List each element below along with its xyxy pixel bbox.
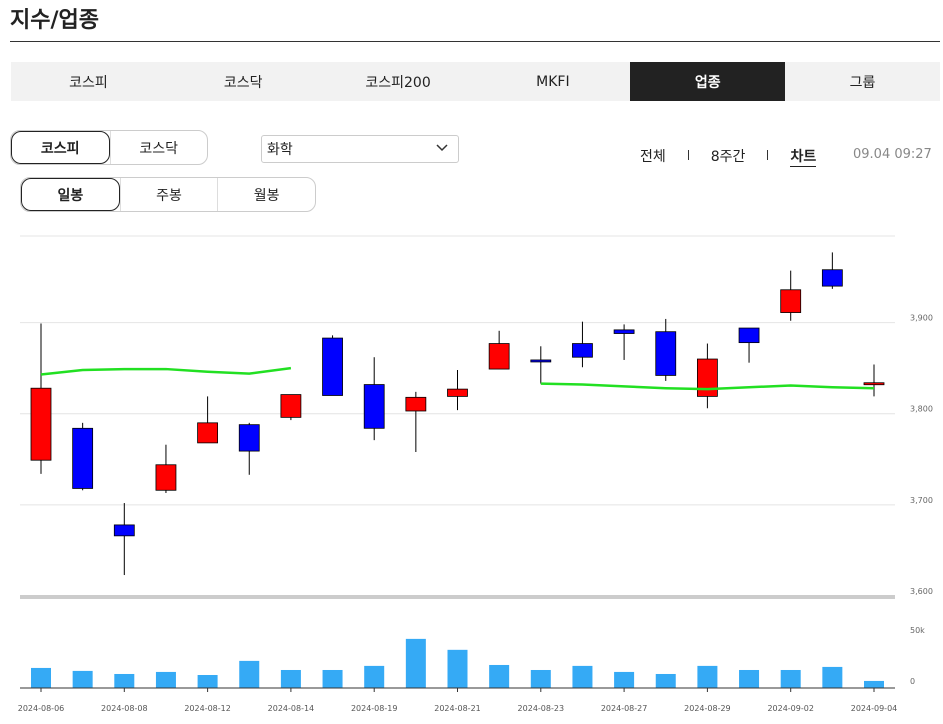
market-option[interactable]: 코스피 bbox=[11, 131, 110, 164]
volume-bar bbox=[155, 671, 176, 688]
volume-bar bbox=[114, 673, 135, 688]
volume-bar bbox=[31, 667, 51, 688]
volume-tick-label: 0 bbox=[910, 677, 915, 686]
volume-bar bbox=[447, 649, 468, 688]
volume-bar bbox=[530, 669, 551, 688]
volume-bar bbox=[572, 665, 593, 688]
candle-body bbox=[697, 358, 718, 397]
candle-body bbox=[780, 289, 802, 313]
x-tick-label: 2024-09-04 bbox=[851, 704, 898, 713]
period-link[interactable]: 차트 bbox=[790, 146, 817, 167]
volume-bar bbox=[239, 660, 260, 688]
candle-body bbox=[447, 388, 468, 397]
interval-option[interactable]: 월봉 bbox=[217, 178, 315, 211]
candle-body bbox=[863, 382, 885, 386]
candle-body bbox=[655, 331, 677, 376]
candle-body bbox=[613, 329, 635, 334]
volume-bar bbox=[739, 669, 760, 688]
candle-body bbox=[821, 269, 843, 287]
interval-option[interactable]: 주봉 bbox=[119, 178, 218, 211]
volume-bar bbox=[614, 671, 635, 688]
volume-bar bbox=[322, 669, 343, 688]
candle-body bbox=[322, 337, 343, 396]
volume-bar bbox=[197, 675, 218, 688]
tab[interactable]: 코스닥 bbox=[223, 74, 263, 91]
candle-body bbox=[72, 427, 94, 489]
candle-body bbox=[155, 464, 177, 491]
period-link[interactable]: 전체 bbox=[640, 149, 666, 165]
volume-bar bbox=[280, 669, 301, 688]
candle-body bbox=[238, 424, 260, 452]
page-title: 지수/업종 bbox=[10, 8, 99, 33]
market-option[interactable]: 코스닥 bbox=[109, 131, 208, 164]
tab[interactable]: 업종 bbox=[630, 62, 786, 101]
tab[interactable]: MKFI bbox=[536, 73, 570, 90]
y-tick-label: 3,800 bbox=[910, 405, 933, 414]
candle-body bbox=[572, 343, 593, 358]
candle-body bbox=[363, 384, 385, 429]
volume-bar bbox=[697, 665, 718, 688]
x-tick-label: 2024-08-19 bbox=[351, 704, 398, 713]
chevron bbox=[436, 144, 448, 152]
y-tick-label: 3,900 bbox=[910, 314, 933, 323]
volume-bar bbox=[364, 665, 385, 688]
candle-body bbox=[488, 343, 510, 370]
x-tick-label: 2024-08-21 bbox=[434, 704, 481, 713]
volume-bar bbox=[864, 680, 884, 688]
separator bbox=[767, 150, 769, 160]
candle-body bbox=[738, 327, 760, 344]
moving-average bbox=[40, 366, 875, 391]
timestamp: 09.04 09:27 bbox=[853, 147, 932, 162]
candle-body bbox=[30, 387, 52, 461]
candle-body bbox=[405, 396, 427, 412]
volume-bar bbox=[822, 666, 843, 688]
panel-separator bbox=[20, 595, 895, 599]
volume-bar bbox=[655, 673, 676, 688]
x-tick-label: 2024-09-02 bbox=[767, 704, 814, 713]
volume-bar bbox=[405, 638, 426, 688]
volume-bar bbox=[489, 664, 510, 688]
interval-option[interactable]: 일봉 bbox=[21, 178, 120, 211]
separator bbox=[687, 150, 689, 160]
candle-body bbox=[197, 422, 219, 444]
tab[interactable]: 코스피 bbox=[69, 74, 108, 91]
x-tick-label: 2024-08-06 bbox=[18, 704, 65, 713]
y-tick-label: 3,600 bbox=[910, 587, 933, 596]
tab-bar: 코스피 코스닥 코스피200 MKFI 업종 그룹 bbox=[11, 62, 940, 101]
x-tick-label: 2024-08-23 bbox=[518, 704, 565, 713]
period-links: 전체 8주간 차트 bbox=[640, 146, 817, 167]
sector-select[interactable]: 화학 bbox=[261, 135, 459, 163]
divider bbox=[10, 41, 940, 42]
tab[interactable]: 코스피200 bbox=[365, 74, 431, 91]
market-toggle: 코스피 코스닥 bbox=[10, 130, 208, 165]
select-value: 화학 bbox=[267, 142, 293, 158]
x-tick-label: 2024-08-29 bbox=[684, 704, 731, 713]
x-tick-label: 2024-08-12 bbox=[184, 704, 231, 713]
x-tick-label: 2024-08-14 bbox=[268, 704, 315, 713]
volume-bar bbox=[72, 670, 93, 688]
x-tick-label: 2024-08-08 bbox=[101, 704, 148, 713]
volume-bar bbox=[780, 669, 801, 688]
candle-body bbox=[530, 359, 552, 363]
y-tick-label: 3,700 bbox=[910, 496, 933, 505]
volume-tick-label: 50k bbox=[910, 626, 925, 635]
x-tick-label: 2024-08-27 bbox=[601, 704, 648, 713]
tab[interactable]: 그룹 bbox=[849, 74, 876, 91]
candle-body bbox=[113, 524, 135, 537]
interval-toggle: 일봉 주봉 월봉 bbox=[20, 177, 316, 212]
candle-body bbox=[280, 394, 302, 418]
period-link[interactable]: 8주간 bbox=[710, 149, 746, 165]
